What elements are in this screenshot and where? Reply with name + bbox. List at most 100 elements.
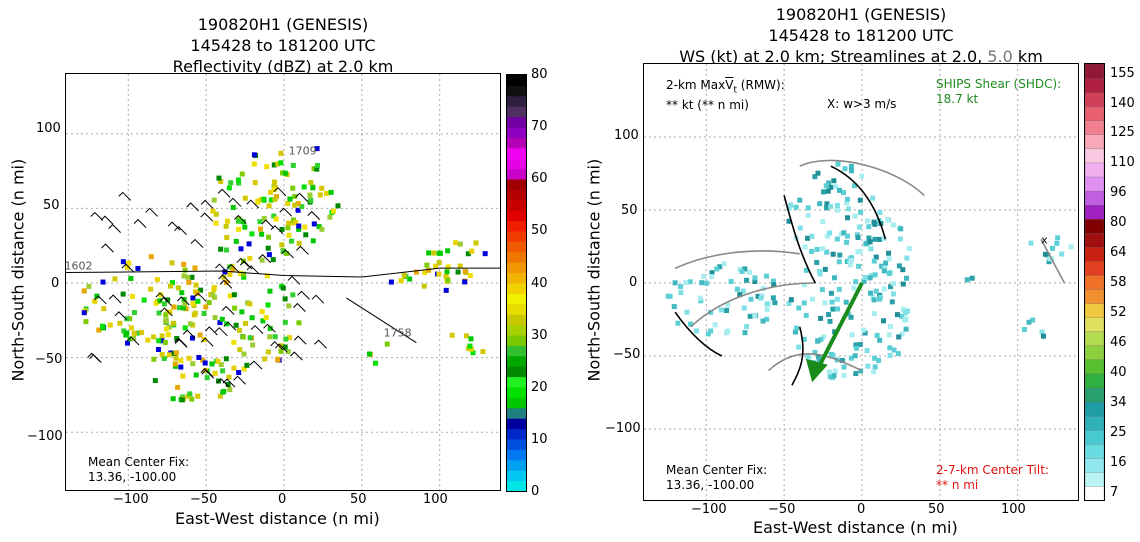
left-echo-cell <box>179 290 185 296</box>
left-echo-cell <box>462 268 468 274</box>
left-echo-cell <box>274 194 280 200</box>
right-ws-cell <box>728 279 734 285</box>
left-wind-barb <box>258 254 271 264</box>
right-ws-cell <box>887 345 893 351</box>
left-echo-cell <box>170 320 176 326</box>
left-echo-cell <box>124 330 130 336</box>
maxvt-note: 2-km MaxVt (RMW): ** kt (** n mi) <box>666 78 785 113</box>
left-echo-cell <box>266 252 272 258</box>
left-echo-cell <box>295 201 301 207</box>
right-cbar-tick: 80 <box>1110 215 1127 230</box>
right-ws-cell <box>834 202 840 208</box>
right-ws-cell <box>828 351 834 357</box>
right-ws-cell <box>708 309 714 315</box>
right-ws-cell <box>872 355 878 361</box>
left-echo-cell <box>166 324 172 330</box>
left-echo-cell <box>218 246 224 252</box>
right-ws-cell <box>718 307 724 313</box>
shear-arrow <box>816 282 864 369</box>
left-echo-cell <box>192 265 198 271</box>
left-echo-cell <box>463 333 469 339</box>
right-ws-cell <box>805 213 811 219</box>
right-ws-cell <box>671 304 677 310</box>
left-echo-cell <box>467 273 473 279</box>
left-wind-barb <box>160 307 173 317</box>
left-title-line2: 145428 to 181200 UTC <box>190 36 376 55</box>
left-echo-cell <box>250 342 256 348</box>
maxvt-line1-text: 2-km Max <box>666 78 726 92</box>
right-ws-cell <box>1028 240 1034 246</box>
left-wind-barb <box>273 187 287 197</box>
left-echo-cell <box>101 306 107 312</box>
right-ws-cell <box>899 313 905 319</box>
shear-arrowhead <box>805 358 828 383</box>
right-ws-cell <box>672 280 678 286</box>
left-echo-cell <box>182 325 188 331</box>
left-echo-cell <box>222 269 228 275</box>
left-echo-cell <box>264 273 270 279</box>
right-ws-cell <box>851 285 857 291</box>
right-ws-cell <box>872 221 878 227</box>
right-ws-cell <box>871 297 877 303</box>
left-echo-cell <box>188 321 194 327</box>
right-colorbar-swatch <box>1085 387 1104 403</box>
left-echo-cell <box>235 218 241 224</box>
right-ws-cell <box>721 261 727 267</box>
left-echo-cell <box>482 251 488 257</box>
left-echo-cell <box>190 300 196 306</box>
left-echo-cell <box>213 211 219 217</box>
left-echo-cell <box>436 271 442 277</box>
left-echo-cell <box>443 287 449 293</box>
left-echo-cell <box>236 370 242 376</box>
right-mean-center-value: 13.36, -100.00 <box>666 478 755 492</box>
left-wind-barb <box>307 210 321 220</box>
left-echo-cell <box>166 352 172 358</box>
right-ws-cell <box>752 275 758 281</box>
left-wind-barb <box>200 367 214 377</box>
right-colorbar-swatch <box>1085 64 1104 79</box>
left-wind-barb <box>246 199 260 209</box>
right-plot-area: x 2-km MaxVt (RMW): ** kt (** n mi) X: w… <box>643 63 1079 501</box>
left-wind-barb <box>228 197 242 207</box>
right-ws-cell <box>863 241 869 247</box>
left-echo-cell <box>161 355 167 361</box>
left-colorbar-swatch <box>507 251 526 263</box>
left-echo-cell <box>215 358 221 364</box>
left-echo-cell <box>279 226 285 232</box>
left-wind-barb <box>239 260 253 270</box>
left-echo-cell <box>422 269 428 275</box>
left-echo-cell <box>280 248 286 254</box>
right-ws-cell <box>896 334 902 340</box>
left-colorbar-swatch <box>507 387 526 398</box>
left-echo-cell <box>175 285 181 291</box>
right-mean-center-label: Mean Center Fix: <box>666 463 768 477</box>
right-ws-cell <box>818 315 824 321</box>
left-echo-cell <box>112 276 118 282</box>
right-ws-cell <box>903 326 909 332</box>
right-ws-cell <box>906 246 912 252</box>
left-colorbar-swatch <box>507 335 526 346</box>
left-echo-cell <box>261 196 267 202</box>
left-echo-cell <box>221 274 227 280</box>
left-wind-barb <box>121 263 135 273</box>
left-echo-cell <box>275 356 281 362</box>
right-colorbar-swatch <box>1085 401 1104 417</box>
left-echo-cell <box>163 317 169 323</box>
right-cbar-tick: 46 <box>1110 335 1127 350</box>
right-xtick: 50 <box>928 502 945 517</box>
left-echo-cell <box>327 214 333 220</box>
right-ws-cell <box>837 252 843 258</box>
right-ytick: 50 <box>621 203 638 218</box>
right-ws-cell <box>734 286 740 292</box>
right-ws-cell <box>873 288 879 294</box>
left-echo-cell <box>261 216 267 222</box>
left-echo-cell <box>226 185 232 191</box>
left-echo-cell <box>152 378 158 384</box>
left-wind-barb <box>214 327 228 337</box>
right-ws-cell <box>891 347 897 353</box>
right-ws-cell <box>844 196 850 202</box>
right-colorbar-swatch <box>1085 443 1104 459</box>
left-echo-cell <box>81 288 87 294</box>
right-colorbar-swatch <box>1085 246 1104 262</box>
left-echo-cell <box>267 288 273 294</box>
